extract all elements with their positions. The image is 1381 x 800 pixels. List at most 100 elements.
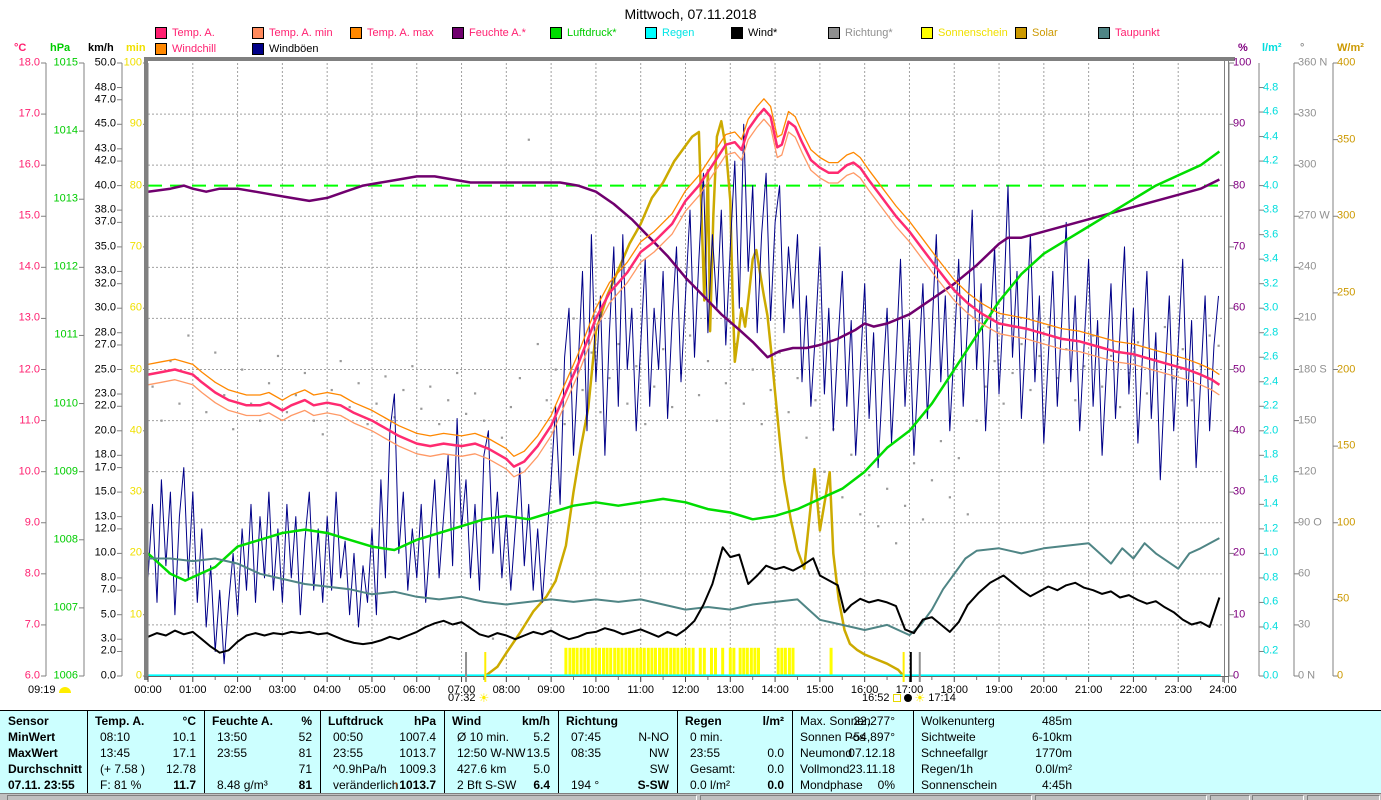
info-label: Mondphase (800, 778, 863, 792)
direction-dot (1002, 402, 1005, 405)
feuchte-a-swatch-icon (452, 27, 464, 39)
cell-value: 1007.4 (399, 730, 436, 744)
series-line (484, 119, 905, 677)
axis-kmh-tick: 2.0 (100, 644, 116, 657)
direction-dot (348, 405, 351, 409)
direction-dot (823, 470, 826, 473)
cell-value: 81 (298, 746, 312, 760)
table-separator (204, 711, 205, 793)
direction-dot (1118, 405, 1122, 409)
direction-dot (187, 334, 190, 337)
axis-lm2-tick: 1.2 (1263, 522, 1279, 535)
direction-dot (787, 411, 790, 414)
axis-hpa-tick: 1009 (53, 465, 78, 478)
direction-dot (1190, 399, 1193, 402)
axis-lm2-tick: 4.6 (1263, 105, 1279, 118)
series-line (147, 175, 1220, 359)
axis-hpa-tick: 1006 (53, 669, 78, 682)
legend-item-wind: Wind* (731, 27, 777, 39)
cell-time: 00:50 (333, 730, 364, 744)
x-tick-label: 00:00 (134, 684, 162, 696)
x-tick-label: 15:00 (806, 684, 834, 696)
axis-deg-tick: 90 O (1298, 516, 1322, 529)
axis-kmh-tick: 23.0 (94, 387, 116, 400)
direction-dot (178, 402, 181, 405)
direction-dot (509, 405, 513, 409)
col-header: Richtung (566, 714, 618, 728)
axis-wm2-tick: 200 (1337, 363, 1356, 375)
axis-lm2-tick: 0.0 (1263, 669, 1279, 682)
axis-percent-tick: 40 (1233, 424, 1246, 437)
x-tick-label: 10:00 (582, 684, 610, 696)
x-tick-label: 24:00 (1209, 684, 1237, 696)
direction-dot (984, 385, 987, 388)
axis-temp-c-tick: 8.0 (24, 567, 40, 580)
direction-dot (957, 457, 960, 460)
axis-deg-tick: 210 (1298, 311, 1317, 324)
col-header: Feuchte A. (212, 714, 273, 728)
moonrise-time: 09:19 (28, 684, 56, 696)
moonrise-annotation: 09:19 (28, 684, 71, 696)
axis-min-tick: 100 (123, 56, 142, 69)
direction-dot (214, 351, 217, 354)
info-label: Sonnen Pos (800, 730, 866, 744)
axis-min-tick: 80 (129, 179, 142, 192)
legend-item-luftdruck: Luftdruck* (550, 27, 617, 39)
direction-dot (939, 440, 943, 443)
info-value: 07.12.18 (848, 746, 895, 760)
axis-min-tick: 20 (129, 546, 142, 559)
axis-deg-tick: 180 S (1298, 363, 1327, 375)
luftdruck-swatch-icon (550, 27, 562, 39)
axis-wm2-tick: 250 (1337, 286, 1356, 299)
x-tick-label: 01:00 (179, 684, 207, 696)
cell-time: 2 Bft S-SW (457, 778, 517, 792)
x-tick-label: 12:00 (671, 684, 700, 696)
taupunkt-swatch-icon (1098, 27, 1110, 39)
luftdruck-label: Luftdruck* (567, 27, 617, 39)
regen-label: Regen (662, 27, 695, 39)
axis-kmh-tick: 20.0 (94, 424, 116, 437)
axis-kmh-tick: 8.0 (100, 571, 116, 584)
info-label: Max. Sonnen (800, 714, 871, 728)
axis-lm2-tick: 0.6 (1263, 595, 1279, 608)
richtung-swatch-icon (828, 27, 840, 39)
temp-a-min-label: Temp. A. min (269, 27, 333, 39)
x-tick-label: 02:00 (223, 684, 252, 696)
direction-dot (635, 365, 638, 368)
info-value: 22,277° (853, 714, 895, 728)
axis-percent-tick: 20 (1233, 546, 1246, 559)
cell-time: (+ 7.58 ) (100, 762, 146, 776)
richtung-label: Richtung* (845, 27, 893, 39)
axis-hpa-tick: 1010 (53, 397, 78, 410)
cell-value: 12.78 (165, 762, 196, 776)
direction-dot (366, 422, 369, 426)
col-unit: l/m² (762, 714, 784, 728)
axis-lm2-tick: 2.6 (1263, 350, 1279, 363)
direction-dot (500, 436, 504, 439)
direction-dot (1074, 399, 1077, 402)
axis-kmh-tick: 50.0 (94, 56, 116, 69)
axis-temp-c-tick: 16.0 (18, 158, 40, 171)
status-segment (1210, 795, 1250, 800)
direction-dot (545, 399, 548, 402)
legend-item-richtung: Richtung* (828, 27, 893, 39)
direction-dot (491, 637, 495, 640)
axis-kmh-tick: 3.0 (100, 632, 116, 645)
cell-value: 5.0 (533, 762, 550, 776)
cell-value: 13.5 (526, 746, 550, 760)
cell-value: 1013.7 (399, 746, 436, 760)
direction-dot (303, 371, 306, 375)
direction-dot (590, 351, 593, 354)
direction-dot (267, 382, 271, 385)
axis-hpa-tick: 1011 (54, 328, 78, 341)
direction-dot (456, 371, 459, 375)
axis-temp-c-tick: 17.0 (18, 107, 40, 120)
axis-kmh-tick: 5.0 (100, 608, 116, 621)
axis-percent-tick: 80 (1233, 179, 1246, 192)
direction-dot (644, 422, 647, 426)
cell-time: 08:10 (100, 730, 131, 744)
status-segment (1035, 795, 1207, 800)
direction-dot (375, 402, 378, 405)
direction-dot (527, 138, 530, 141)
cell-value: 0.0 (767, 746, 784, 760)
